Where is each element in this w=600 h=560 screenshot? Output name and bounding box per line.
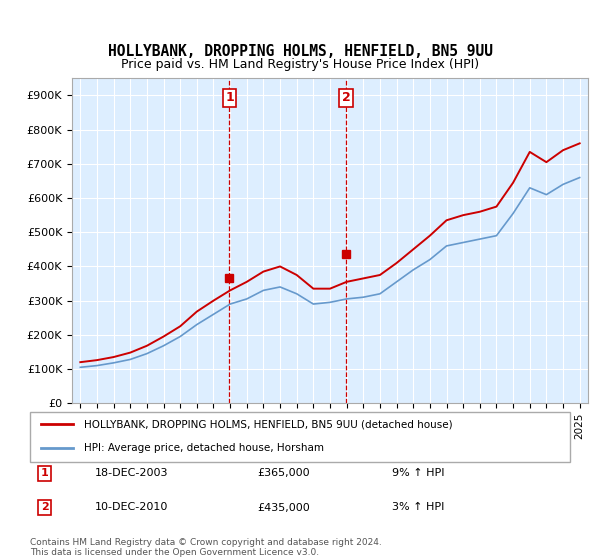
- Text: 1: 1: [225, 91, 234, 104]
- Text: 18-DEC-2003: 18-DEC-2003: [95, 468, 168, 478]
- Text: Contains HM Land Registry data © Crown copyright and database right 2024.
This d: Contains HM Land Registry data © Crown c…: [30, 538, 382, 557]
- Text: 2: 2: [41, 502, 49, 512]
- Text: HOLLYBANK, DROPPING HOLMS, HENFIELD, BN5 9UU (detached house): HOLLYBANK, DROPPING HOLMS, HENFIELD, BN5…: [84, 419, 452, 429]
- Text: 10-DEC-2010: 10-DEC-2010: [95, 502, 168, 512]
- Text: £365,000: £365,000: [257, 468, 310, 478]
- Text: £435,000: £435,000: [257, 502, 310, 512]
- Text: 3% ↑ HPI: 3% ↑ HPI: [392, 502, 444, 512]
- Text: 2: 2: [341, 91, 350, 104]
- Text: HPI: Average price, detached house, Horsham: HPI: Average price, detached house, Hors…: [84, 443, 324, 453]
- Text: 1: 1: [41, 468, 49, 478]
- Text: Price paid vs. HM Land Registry's House Price Index (HPI): Price paid vs. HM Land Registry's House …: [121, 58, 479, 71]
- FancyBboxPatch shape: [30, 412, 570, 462]
- Text: 9% ↑ HPI: 9% ↑ HPI: [392, 468, 444, 478]
- Text: HOLLYBANK, DROPPING HOLMS, HENFIELD, BN5 9UU: HOLLYBANK, DROPPING HOLMS, HENFIELD, BN5…: [107, 44, 493, 59]
